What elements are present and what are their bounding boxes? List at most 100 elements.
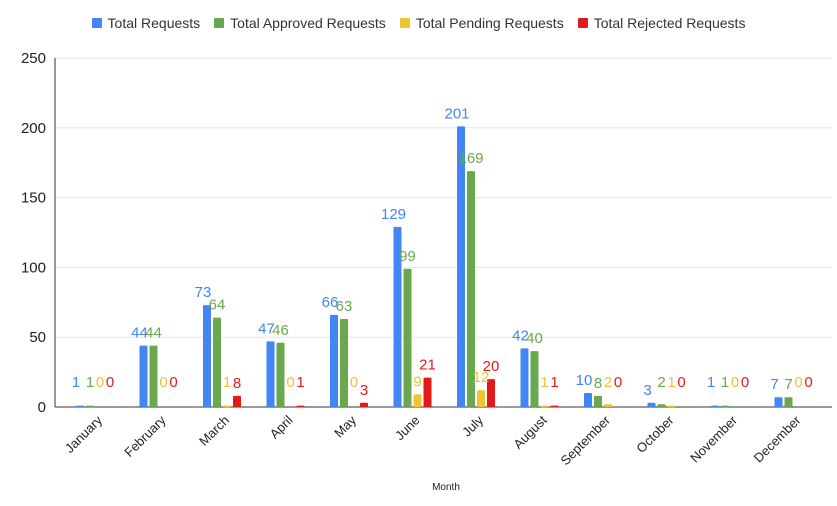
data-label: 66 — [322, 294, 339, 311]
bar-8-2 — [604, 404, 612, 407]
data-label: 0 — [614, 374, 622, 391]
data-label: 0 — [804, 374, 812, 391]
x-tick-label: November — [687, 412, 740, 465]
data-label: 44 — [145, 325, 162, 342]
legend-item-1[interactable]: Total Approved Requests — [214, 13, 386, 33]
bar-8-0 — [584, 393, 592, 407]
data-label: 0 — [741, 374, 749, 391]
x-tick-label: December — [751, 412, 804, 465]
legend-label: Total Rejected Requests — [593, 15, 746, 31]
data-label: 12 — [473, 369, 490, 386]
data-label: 0 — [286, 374, 294, 391]
bar-9-2 — [667, 405, 676, 408]
y-tick-label: 200 — [21, 120, 46, 137]
data-label: 169 — [458, 150, 483, 167]
data-label: 44 — [131, 325, 148, 342]
bar-3-1 — [276, 342, 285, 407]
y-tick-label: 0 — [38, 399, 46, 416]
data-label: 7 — [770, 376, 778, 393]
data-label: 42 — [512, 327, 529, 344]
legend-item-0[interactable]: Total Requests — [91, 13, 201, 33]
data-label: 1 — [86, 374, 94, 391]
data-label: 1 — [667, 374, 675, 391]
data-label: 1 — [540, 374, 548, 391]
bar-10-1 — [721, 405, 729, 408]
data-label: 1 — [223, 374, 231, 391]
data-label: 0 — [159, 374, 167, 391]
x-axis-title: Month — [432, 482, 460, 493]
y-tick-label: 100 — [21, 259, 46, 276]
bar-10-0 — [711, 405, 719, 408]
legend-label: Total Approved Requests — [230, 15, 386, 31]
x-tick-label: June — [392, 413, 423, 444]
data-label: 40 — [526, 330, 543, 347]
bar-4-3 — [360, 402, 368, 407]
data-label: 3 — [360, 382, 368, 399]
bar-3-3 — [296, 405, 305, 408]
data-label: 2 — [657, 374, 665, 391]
data-label: 7 — [784, 376, 792, 393]
x-tick-label: January — [62, 412, 106, 456]
bar-6-1 — [467, 171, 475, 407]
data-label: 1 — [550, 374, 558, 391]
bar-7-0 — [520, 348, 529, 407]
data-label: 47 — [258, 320, 275, 337]
chart-legend: Total Requests Total Approved Requests Tot… — [0, 13, 837, 33]
data-label: 1 — [707, 374, 715, 391]
legend-item-2[interactable]: Total Pending Requests — [399, 13, 564, 33]
x-tick-label: August — [510, 412, 549, 451]
data-label: 8 — [233, 375, 241, 392]
bar-9-1 — [657, 404, 666, 407]
bar-4-1 — [340, 319, 348, 407]
legend-label: Total Pending Requests — [415, 15, 564, 31]
data-label: 99 — [399, 248, 416, 265]
x-tick-label: May — [331, 412, 359, 440]
data-label: 10 — [576, 372, 593, 389]
data-label: 0 — [677, 374, 685, 391]
bar-7-3 — [550, 405, 559, 408]
bar-4-0 — [330, 314, 338, 407]
x-tick-label: February — [121, 412, 169, 460]
data-label: 73 — [195, 284, 212, 301]
legend-swatch — [91, 18, 102, 28]
bar-5-0 — [393, 226, 402, 407]
data-label: 46 — [272, 322, 289, 339]
bar-7-1 — [530, 351, 539, 407]
bar-2-0 — [203, 305, 211, 407]
y-tick-label: 50 — [29, 329, 46, 346]
bar-6-2 — [477, 390, 485, 407]
bar-1-1 — [149, 345, 158, 407]
data-label: 9 — [413, 373, 421, 390]
legend-label: Total Requests — [107, 15, 201, 31]
y-tick-label: 150 — [21, 190, 46, 207]
x-tick-label: September — [558, 412, 614, 468]
x-tick-label: March — [196, 413, 232, 449]
bar-5-3 — [423, 377, 432, 407]
legend-swatch — [214, 18, 225, 28]
bar-2-2 — [223, 405, 231, 408]
x-tick-label: October — [633, 412, 677, 456]
bar-6-0 — [457, 126, 465, 408]
data-label: 0 — [794, 374, 802, 391]
data-label: 129 — [381, 206, 406, 223]
data-label: 20 — [483, 358, 500, 375]
data-label: 1 — [72, 374, 80, 391]
data-label: 0 — [106, 374, 114, 391]
bar-3-0 — [266, 341, 275, 407]
data-label: 64 — [209, 297, 226, 314]
bar-11-1 — [784, 397, 793, 407]
bar-2-1 — [213, 317, 221, 407]
data-label: 201 — [444, 105, 469, 122]
bar-2-3 — [233, 395, 241, 407]
data-label: 0 — [96, 374, 104, 391]
bar-6-3 — [487, 379, 495, 407]
legend-swatch — [399, 18, 410, 28]
bar-11-0 — [774, 397, 783, 407]
y-tick-label: 250 — [21, 50, 46, 67]
bar-1-0 — [139, 345, 148, 407]
bar-5-1 — [403, 268, 412, 407]
data-label: 0 — [731, 374, 739, 391]
legend-item-3[interactable]: Total Rejected Requests — [577, 13, 746, 33]
data-label: 1 — [296, 374, 304, 391]
